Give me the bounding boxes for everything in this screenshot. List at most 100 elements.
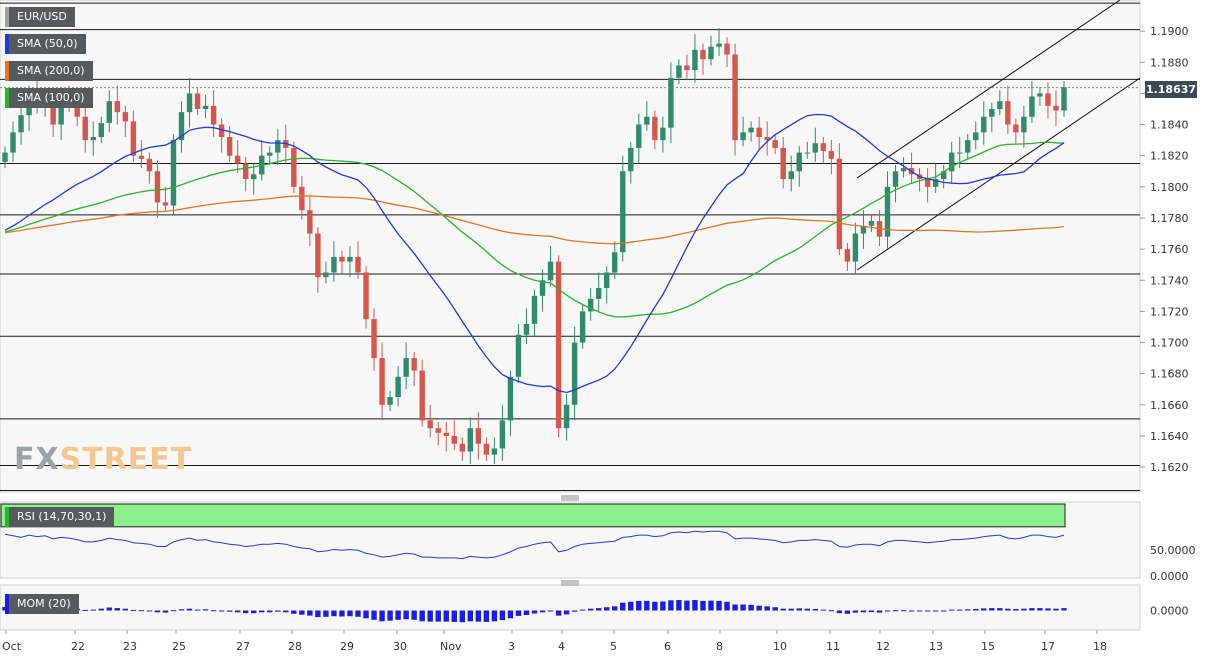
mom-bar-110 [884, 610, 891, 612]
mom-bar-47 [379, 610, 385, 622]
price-tick-label-14: 1.1620 [1150, 461, 1189, 474]
mom-bar-125 [1005, 608, 1011, 611]
candle-body-83 [668, 77, 674, 128]
mom-bar-63 [507, 610, 514, 619]
candle-body-26 [210, 105, 217, 125]
time-axis-label-0: Oct [2, 640, 22, 653]
candle-body-78 [628, 147, 634, 172]
mom-bar-90 [724, 601, 730, 611]
mom-bar-72 [579, 609, 586, 611]
price-tick-label-11: 1.1680 [1150, 368, 1189, 381]
candle-body-12 [98, 123, 104, 138]
mom-bar-129 [1037, 608, 1043, 611]
candle-body-55 [443, 432, 449, 436]
candle-body-29 [234, 155, 241, 164]
mom-bar-131 [1053, 608, 1059, 611]
mom-bar-53 [427, 610, 433, 622]
mom-bar-76 [612, 606, 618, 611]
candle-body-111 [892, 171, 899, 187]
mom-bar-18 [146, 610, 153, 612]
rsi-axis-label-0: 0.0000 [1150, 570, 1189, 583]
mom-bar-29 [234, 610, 241, 613]
mom-bar-97 [780, 608, 786, 611]
candle-body-25 [202, 105, 209, 109]
candle-body-102 [820, 143, 827, 152]
time-axis-label-17: 13 [929, 640, 943, 653]
mom-bar-99 [796, 608, 802, 611]
fxstreet-logo: FXSTREET [14, 442, 192, 477]
mom-bar-111 [892, 610, 899, 612]
mom-bar-78 [628, 601, 634, 611]
candle-body-105 [844, 249, 851, 262]
candle-body-80 [644, 116, 650, 125]
mom-bar-132 [1061, 608, 1067, 611]
candle-body-108 [868, 221, 875, 226]
price-tick-label-6: 1.1780 [1150, 212, 1189, 225]
candle-body-42 [339, 256, 345, 262]
mom-bar-55 [443, 610, 449, 622]
candle-body-93 [748, 127, 754, 133]
price-tick-label-9: 1.1720 [1150, 305, 1189, 318]
mom-bar-105 [844, 610, 851, 614]
candle-body-39 [315, 233, 321, 278]
mom-bar-66 [531, 610, 538, 614]
mom-bar-120 [965, 609, 971, 611]
mom-bar-74 [595, 608, 602, 611]
rsi-axis-label-50: 50.0000 [1150, 544, 1196, 557]
price-tick-label-8: 1.1740 [1150, 274, 1189, 287]
candle-body-58 [467, 428, 474, 452]
mom-bar-102 [820, 609, 827, 611]
candle-body-84 [676, 65, 682, 78]
time-axis-label-14: 10 [773, 640, 787, 653]
time-axis-label-8: Nov [440, 640, 462, 653]
mom-bar-96 [772, 607, 778, 611]
mom-bar-75 [604, 607, 610, 611]
mom-bar-41 [331, 610, 337, 617]
mom-bar-122 [981, 608, 987, 611]
mom-bar-118 [948, 609, 955, 611]
candle-body-70 [563, 404, 570, 429]
price-panel [0, 0, 1141, 493]
mom-bar-30 [242, 610, 249, 614]
rsi-label: RSI (14,70,30,1) [17, 510, 107, 523]
candle-body-132 [1061, 87, 1067, 111]
mom-bar-95 [764, 606, 770, 611]
candle-body-23 [186, 93, 193, 113]
mom-bar-58 [467, 610, 474, 622]
mom-bar-82 [660, 601, 666, 611]
mom-bar-64 [515, 610, 522, 616]
mom-bar-100 [804, 608, 810, 611]
candle-body-77 [620, 171, 626, 253]
mom-bar-13 [106, 607, 112, 611]
mom-bar-0 [2, 606, 8, 611]
candle-body-124 [997, 101, 1003, 109]
candle-body-75 [604, 272, 610, 289]
mom-bar-24 [194, 609, 201, 611]
candle-body-7 [58, 101, 64, 125]
price-tick-label-4: 1.1820 [1150, 150, 1189, 163]
mom-bar-68 [547, 610, 554, 612]
candle-body-21 [170, 140, 177, 206]
mom-bar-12 [98, 608, 104, 611]
candle-body-38 [307, 210, 313, 234]
mom-bar-35 [283, 610, 289, 613]
mom-bar-38 [307, 610, 313, 616]
candle-body-117 [940, 171, 947, 180]
mom-bar-19 [154, 610, 161, 613]
mom-bar-67 [539, 610, 546, 613]
candle-body-131 [1053, 105, 1059, 111]
candle-body-110 [884, 186, 891, 237]
candle-body-125 [1005, 101, 1011, 125]
mom-bar-40 [323, 610, 329, 617]
mom-bar-48 [387, 610, 393, 621]
candle-body-54 [435, 428, 441, 433]
trend-channel-lower [856, 77, 1141, 271]
mom-bar-93 [748, 604, 754, 611]
price-tick-label-5: 1.1800 [1150, 181, 1189, 194]
time-axis-label-3: 25 [172, 640, 186, 653]
candle-body-101 [812, 143, 818, 153]
sma100-tag: SMA (100,0) [5, 88, 93, 108]
time-axis-label-9: 3 [508, 640, 515, 653]
current-price-tag: 1.18637 [1145, 81, 1197, 98]
